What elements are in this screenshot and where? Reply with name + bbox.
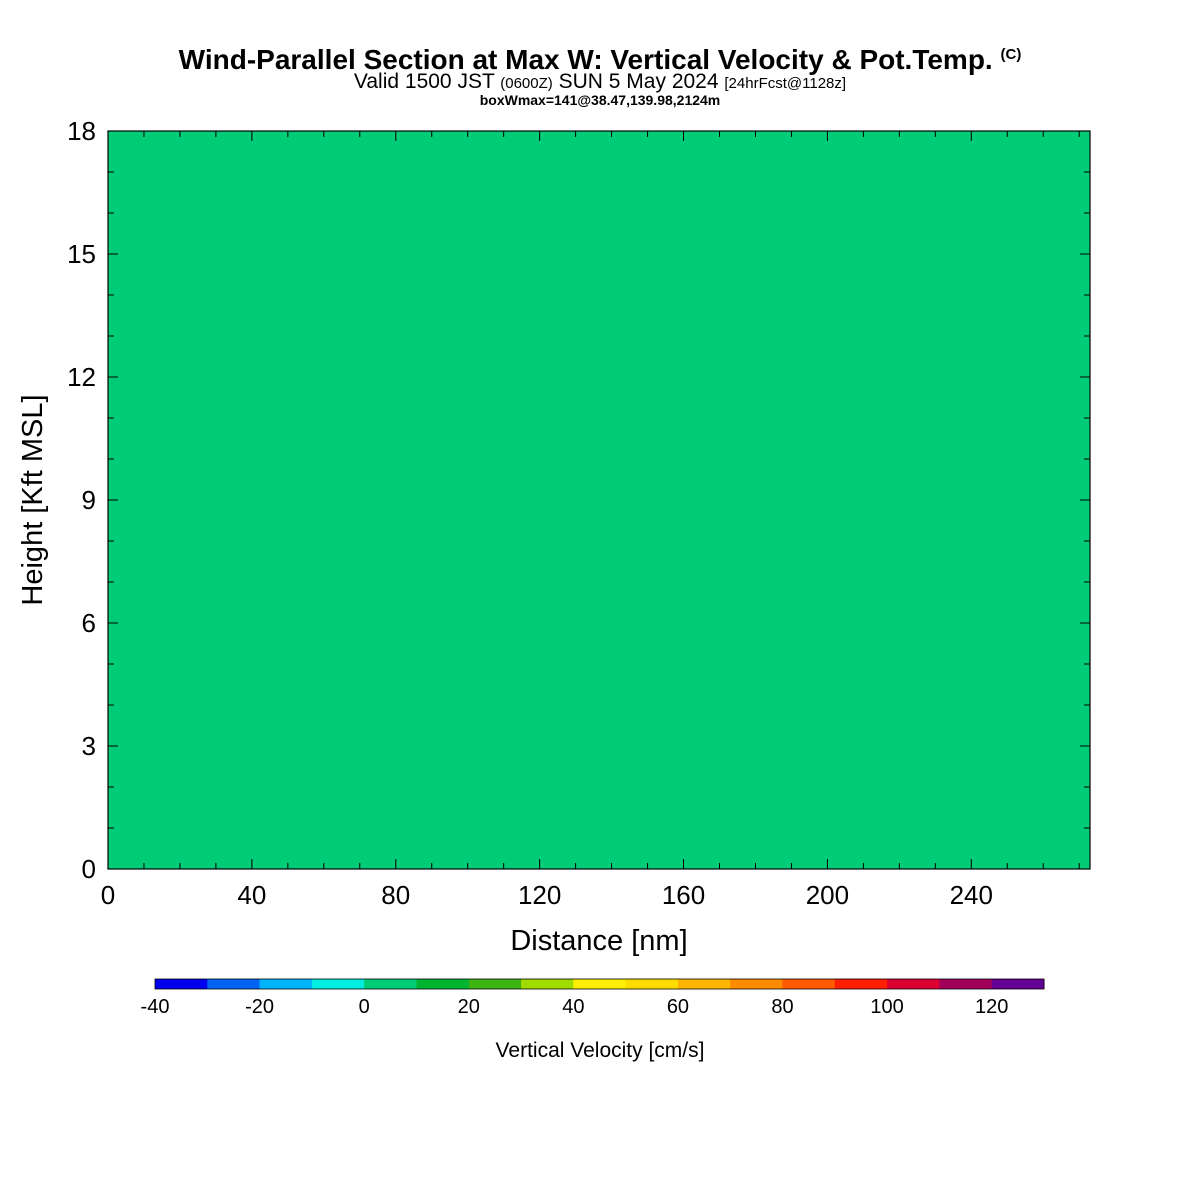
colorbar-swatch-8 xyxy=(573,979,627,989)
chart-title-text: Wind-Parallel Section at Max W: Vertical… xyxy=(178,44,993,75)
colorbar-swatch-16 xyxy=(991,979,1045,989)
x-tick-label-160: 160 xyxy=(662,880,705,910)
colorbar-frame xyxy=(154,978,1045,990)
x-tick-label-120: 120 xyxy=(518,880,561,910)
valid-date: SUN 5 May 2024 xyxy=(558,70,719,93)
colorbar-tick-60: 60 xyxy=(667,996,689,1018)
x-tick-label-0: 0 xyxy=(101,880,115,910)
colorbar-swatch-10 xyxy=(677,979,731,989)
colorbar-swatch-9 xyxy=(625,979,679,989)
chart-title: Wind-Parallel Section at Max W: Vertical… xyxy=(0,44,1200,76)
colorbar-swatch-15 xyxy=(939,979,993,989)
colorbar-tick--40: -40 xyxy=(141,996,170,1018)
colorbar-swatch-7 xyxy=(521,979,574,989)
x-axis-label: Distance [nm] xyxy=(510,925,687,957)
valid-time: Valid 1500 JST (0600Z) SUN 5 May 2024 [2… xyxy=(0,70,1200,94)
colorbar-swatch-2 xyxy=(259,979,313,989)
colorbar-swatch-3 xyxy=(311,979,365,989)
colorbar-swatch-4 xyxy=(364,979,417,989)
colorbar-swatch-1 xyxy=(207,979,261,989)
colorbar-swatch-5 xyxy=(416,979,470,989)
colorbar-label: Vertical Velocity [cm/s] xyxy=(496,1039,705,1062)
colorbar-swatch-14 xyxy=(887,979,940,989)
x-tick-label-80: 80 xyxy=(381,880,410,910)
forecast-info: [24hrFcst@1128z] xyxy=(724,75,847,92)
y-tick-label-0: 0 xyxy=(82,854,96,884)
colorbar-swatch-13 xyxy=(834,979,888,989)
y-tick-label-12: 12 xyxy=(67,362,96,392)
copyright-tag: (C) xyxy=(1000,46,1022,63)
colorbar-swatch-6 xyxy=(468,979,522,989)
colorbar-tick-40: 40 xyxy=(562,996,584,1018)
y-tick-label-18: 18 xyxy=(67,116,96,146)
x-tick-label-240: 240 xyxy=(950,880,993,910)
colorbar-tick-80: 80 xyxy=(771,996,793,1018)
x-tick-label-40: 40 xyxy=(237,880,266,910)
colorbar-tick-120: 120 xyxy=(975,996,1008,1018)
box-info: boxWmax=141@38.47,139.98,2124m xyxy=(479,92,721,108)
colorbar-tick--20: -20 xyxy=(245,996,274,1018)
colorbar-swatch-12 xyxy=(782,979,836,989)
colorbar-swatch-0 xyxy=(155,979,208,989)
colorbar-tick-20: 20 xyxy=(458,996,480,1018)
x-tick-label-200: 200 xyxy=(806,880,849,910)
y-tick-label-9: 9 xyxy=(82,485,96,515)
y-tick-label-3: 3 xyxy=(82,731,96,761)
valid-time-zulu: (0600Z) xyxy=(500,75,553,92)
y-tick-label-6: 6 xyxy=(82,608,96,638)
y-axis-label: Height [Kft MSL] xyxy=(17,394,49,605)
plot-background xyxy=(108,131,1090,869)
colorbar-swatch-11 xyxy=(730,979,784,989)
y-tick-label-15: 15 xyxy=(67,239,96,269)
colorbar-tick-100: 100 xyxy=(870,996,903,1018)
valid-time-local: Valid 1500 JST xyxy=(353,70,495,93)
colorbar-tick-0: 0 xyxy=(359,996,370,1018)
